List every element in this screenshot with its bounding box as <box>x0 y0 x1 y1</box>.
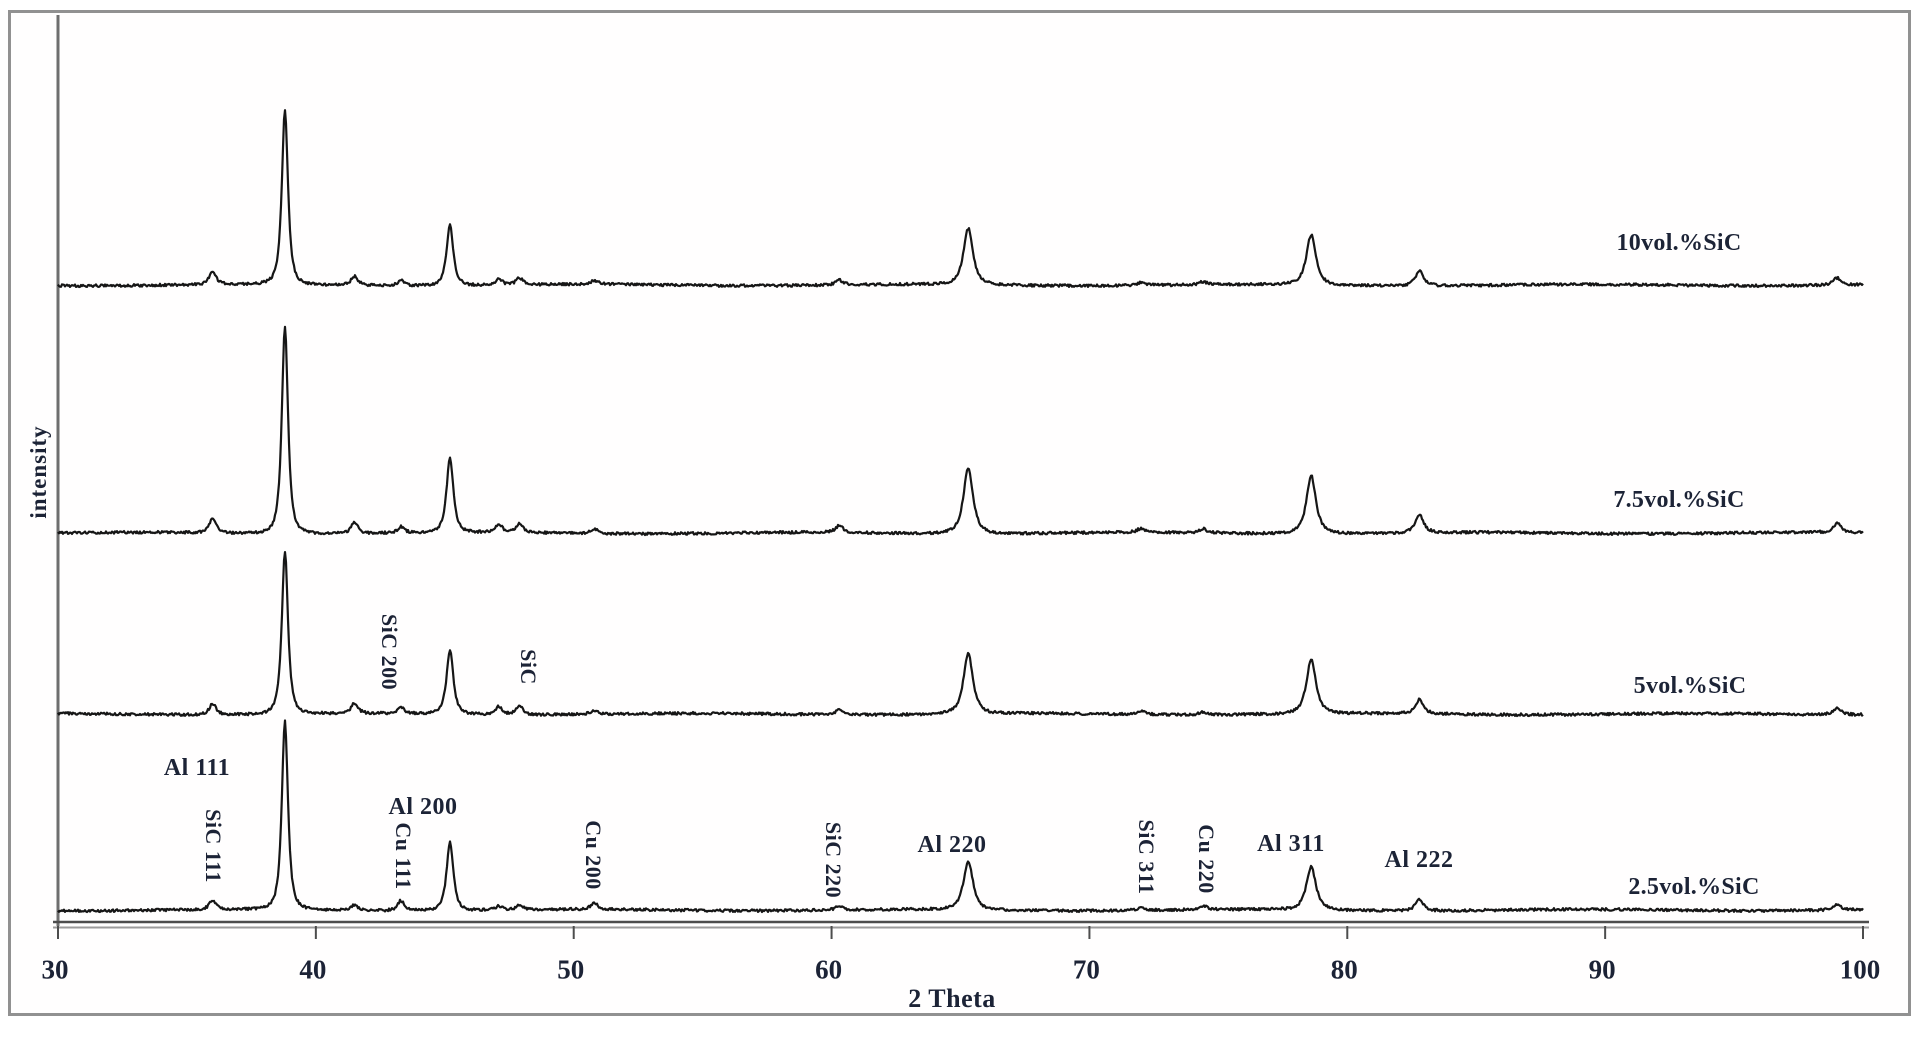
peak-label-cu-111-vertical: Cu 111 <box>391 822 416 890</box>
x-tick-label-90: 90 <box>1588 954 1616 985</box>
x-tick-label-80: 80 <box>1330 954 1358 985</box>
xrd-trace-2.5vol.-sic <box>57 719 1864 914</box>
peak-label-sic-vertical: SiC <box>516 649 541 685</box>
y-axis-title: intensity <box>26 425 51 519</box>
xrd-trace-5vol.-sic <box>57 551 1864 718</box>
peak-label-sic-111-vertical: SiC 111 <box>201 809 226 883</box>
peak-label-al-222: Al 222 <box>1384 847 1454 873</box>
peak-label-sic-311-vertical: SiC 311 <box>1134 819 1159 895</box>
x-tick-label-40: 40 <box>299 954 327 985</box>
series-label-7.5vol.-sic: 7.5vol.%SiC <box>1613 487 1745 513</box>
xrd-trace-7.5vol.-sic <box>57 325 1864 537</box>
plot-area <box>53 15 1869 939</box>
peak-label-al-111: Al 111 <box>163 755 231 781</box>
x-tick-label-60: 60 <box>815 954 843 985</box>
series-label-2.5vol.-sic: 2.5vol.%SiC <box>1628 874 1760 900</box>
x-tick-label-100: 100 <box>1839 954 1881 985</box>
series-label-5vol.-sic: 5vol.%SiC <box>1633 673 1747 699</box>
chart-frame: intensity 2 Theta 30 40 50 60 70 80 90 100 Al 1… <box>8 10 1911 1016</box>
peak-label-cu-220-vertical: Cu 220 <box>1194 824 1219 894</box>
peak-label-al-200: Al 200 <box>388 794 458 820</box>
peak-label-al-220: Al 220 <box>917 832 987 858</box>
peak-label-sic-200-vertical: SiC 200 <box>377 613 402 691</box>
x-tick-label-30: 30 <box>41 954 69 985</box>
peak-label-al-311: Al 311 <box>1257 831 1325 857</box>
peak-label-cu-200-vertical: Cu 200 <box>581 820 606 890</box>
x-tick-label-70: 70 <box>1072 954 1100 985</box>
series-label-10vol.-sic: 10vol.%SiC <box>1616 230 1742 256</box>
peak-label-sic-220-vertical: SiC 220 <box>821 821 846 899</box>
x-tick-label-50: 50 <box>557 954 585 985</box>
x-axis-title: 2 Theta <box>908 984 996 1013</box>
xrd-trace-10vol.-sic <box>57 109 1864 289</box>
